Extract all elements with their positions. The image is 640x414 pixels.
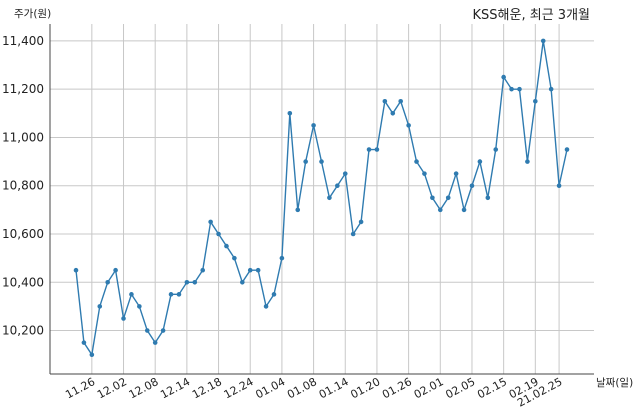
x-tick-label: 12.02	[95, 375, 129, 401]
price-point	[501, 74, 506, 80]
price-point	[327, 195, 332, 201]
price-point	[152, 340, 158, 345]
price-point	[556, 183, 562, 189]
price-point	[232, 255, 237, 261]
price-point	[81, 340, 87, 345]
price-point	[342, 171, 348, 176]
price-point	[200, 267, 206, 273]
price-point	[485, 195, 491, 201]
price-point	[533, 98, 538, 104]
price-point	[311, 123, 316, 128]
x-tick-label: 02.15	[475, 375, 509, 401]
x-tick-label: 12.14	[158, 375, 192, 401]
price-point	[89, 352, 95, 357]
price-point	[517, 86, 522, 92]
price-point	[461, 207, 467, 213]
price-point	[295, 207, 301, 213]
price-point	[184, 279, 190, 285]
x-tick-label: 01.20	[348, 375, 382, 401]
price-point	[445, 195, 451, 201]
price-point	[176, 292, 182, 297]
price-point	[279, 255, 285, 261]
axes	[49, 24, 594, 375]
price-point	[247, 267, 253, 273]
y-tick-label: 10,400	[2, 275, 44, 289]
y-tick-labels: 10,200 10,400 10,600 10,800 11,000 11,200 11,4…	[2, 34, 44, 338]
x-axis-label: 날짜(일)	[596, 376, 633, 389]
price-series	[73, 38, 570, 357]
price-point	[105, 279, 110, 285]
price-point	[208, 219, 213, 225]
price-point	[216, 231, 221, 237]
x-tick-label: 01.08	[285, 375, 319, 401]
price-point	[129, 292, 134, 297]
y-tick-label: 11,000	[2, 130, 44, 144]
chart-title: KSS해운, 최근 3개월	[473, 8, 590, 23]
price-point	[144, 328, 150, 333]
price-point	[453, 171, 459, 176]
x-tick-label: 12.08	[127, 375, 161, 401]
price-point	[422, 171, 427, 176]
x-tick-label: 12.24	[222, 375, 256, 401]
price-point	[493, 147, 499, 152]
price-point	[350, 231, 356, 237]
price-point	[509, 86, 514, 92]
price-point	[113, 267, 118, 273]
price-point	[240, 279, 245, 285]
price-point	[263, 304, 269, 309]
price-point	[469, 183, 475, 189]
price-point	[287, 111, 293, 116]
price-point	[160, 328, 166, 333]
x-tick-label: 01.04	[253, 375, 287, 401]
price-point	[406, 123, 411, 128]
x-tick-label: 01.14	[317, 375, 351, 401]
price-point	[398, 98, 403, 104]
y-tick-label: 11,200	[2, 82, 44, 96]
price-point	[477, 159, 483, 164]
price-point	[319, 159, 324, 164]
price-point	[303, 159, 308, 164]
price-point	[137, 304, 142, 309]
price-point	[414, 159, 419, 164]
price-point	[121, 316, 126, 321]
x-tick-label: 02.05	[443, 375, 477, 401]
y-tick-label: 10,200	[2, 324, 44, 338]
price-point	[564, 147, 570, 152]
price-point	[271, 292, 277, 297]
gridlines	[50, 24, 594, 374]
price-point	[374, 147, 380, 152]
price-point	[390, 111, 396, 116]
price-point	[540, 38, 546, 44]
y-axis-label: 주가(원)	[14, 8, 51, 20]
y-tick-label: 10,600	[2, 227, 44, 241]
price-point	[548, 86, 554, 92]
price-line	[75, 40, 568, 357]
price-point	[97, 304, 103, 309]
price-point	[358, 219, 364, 225]
y-tick-label: 11,400	[2, 34, 44, 48]
price-point	[525, 159, 530, 164]
price-point	[224, 243, 229, 249]
price-point	[168, 292, 174, 297]
price-point	[430, 195, 435, 201]
x-tick-label: 12.18	[190, 375, 224, 401]
price-point	[366, 147, 372, 152]
price-point	[192, 279, 198, 285]
price-point	[335, 183, 340, 189]
y-tick-label: 10,800	[2, 179, 44, 193]
x-tick-labels: 11.2612.0212.0812.1412.1812.2401.0401.08…	[63, 375, 564, 409]
price-point	[382, 98, 388, 104]
price-point	[437, 207, 443, 213]
x-tick-label: 11.26	[63, 375, 97, 401]
price-point	[255, 267, 261, 273]
x-tick-label: 02.01	[412, 375, 446, 401]
x-tick-label: 01.26	[380, 375, 414, 401]
price-point	[73, 267, 79, 273]
